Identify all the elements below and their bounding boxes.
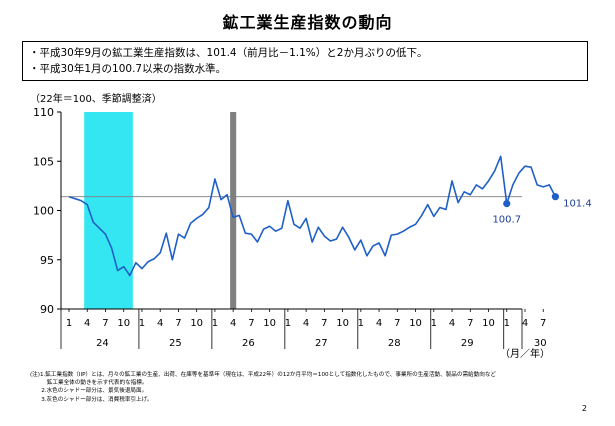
- x-tick-label: 4: [303, 318, 309, 329]
- x-tick-label: 1: [66, 318, 72, 329]
- summary-line: ・平成30年9月の鉱工業生産指数は、101.4（前月比－1.1%）と2か月ぶりの…: [29, 47, 428, 59]
- x-tick-label: 4: [376, 318, 382, 329]
- x-tick-label: 1: [358, 318, 364, 329]
- x-tick-label: 10: [117, 318, 130, 329]
- x-tick-label: 4: [157, 318, 163, 329]
- x-tick-label: 1: [139, 318, 145, 329]
- series-line: [68, 155, 557, 277]
- x-tick-label: 10: [263, 318, 276, 329]
- year-label: 24: [96, 338, 109, 349]
- data-label: 101.4: [563, 199, 592, 210]
- x-tick-label: 10: [190, 318, 203, 329]
- x-tick-label: 7: [321, 318, 327, 329]
- year-label: 25: [169, 338, 182, 349]
- x-tick-label: 10: [336, 318, 349, 329]
- footnote-line: 3.灰色のシャドー部分は、消費税率引上げ。: [30, 396, 153, 403]
- x-tick-label: 1: [285, 318, 291, 329]
- page-number: 2: [581, 404, 587, 413]
- summary-box: ・平成30年9月の鉱工業生産指数は、101.4（前月比－1.1%）と2か月ぶりの…: [22, 41, 588, 81]
- year-label: 27: [315, 338, 328, 349]
- year-label: 30: [534, 338, 547, 349]
- x-tick-label: 1: [212, 318, 218, 329]
- x-tick-label: 7: [175, 318, 181, 329]
- x-tick-label: 7: [540, 318, 546, 329]
- year-label: 29: [461, 338, 474, 349]
- x-tick-label: 4: [230, 318, 236, 329]
- data-point-marker: [551, 193, 560, 201]
- data-label: 100.7: [492, 215, 521, 226]
- x-tick-label: 4: [84, 318, 90, 329]
- x-tick-label: 7: [102, 318, 108, 329]
- x-tick-label: 1: [431, 318, 437, 329]
- x-axis-label: （月／年）: [500, 347, 550, 360]
- x-tick-label: 10: [409, 318, 422, 329]
- year-label: 28: [388, 338, 401, 349]
- year-label: 26: [242, 338, 255, 349]
- data-point-marker: [503, 200, 511, 208]
- footnote-line: 鉱工業全体の動きを示す代表的な指標。: [30, 380, 148, 387]
- y-tick-label: 110: [33, 106, 54, 119]
- footnote-line: (注)1.鉱工業指数（IIP）とは、月々の鉱工業の生産、出荷、在庫等を基準年（現…: [30, 372, 497, 378]
- footnote-line: 2.水色のシャドー部分は、景気後退局面。: [30, 388, 148, 395]
- y-tick-label: 100: [33, 205, 54, 218]
- page-title: 鉱工業生産指数の動向: [222, 13, 393, 32]
- y-tick-label: 105: [33, 155, 54, 168]
- y-tick-label: 95: [40, 254, 54, 267]
- x-tick-label: 7: [394, 318, 400, 329]
- x-tick-label: 10: [482, 318, 495, 329]
- summary-line: ・平成30年1月の100.7以来の指数水準。: [29, 63, 227, 75]
- x-tick-label: 4: [522, 318, 528, 329]
- tax-increase-shading: [230, 112, 237, 309]
- y-tick-label: 90: [40, 303, 54, 316]
- x-tick-label: 7: [467, 318, 473, 329]
- x-tick-label: 1: [504, 318, 510, 329]
- footnotes: (注)1.鉱工業指数（IIP）とは、月々の鉱工業の生産、出荷、在庫等を基準年（現…: [30, 371, 496, 404]
- x-tick-label: 4: [449, 318, 455, 329]
- unit-note: （22年＝100、季節調整済）: [30, 94, 162, 105]
- x-tick-label: 7: [248, 318, 254, 329]
- recession-shading: [84, 112, 133, 309]
